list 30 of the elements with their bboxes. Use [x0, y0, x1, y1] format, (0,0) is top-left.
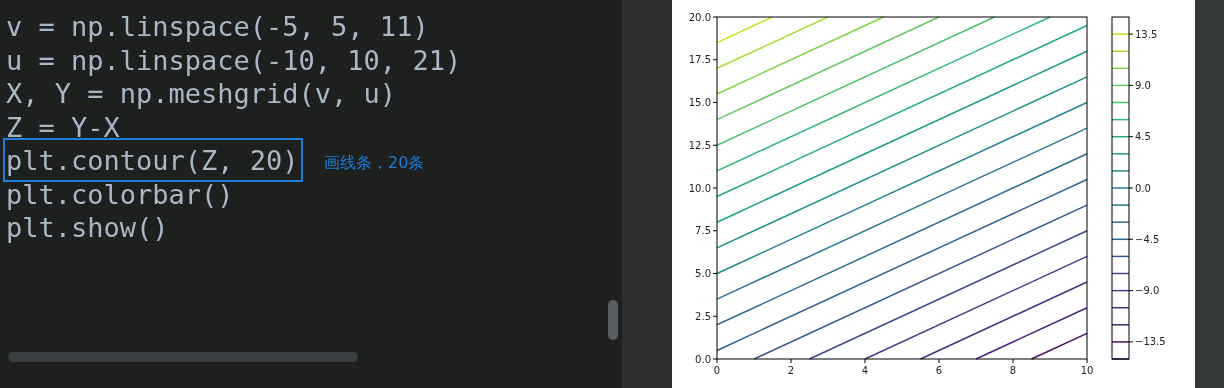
x-tick-label: 8 [1009, 365, 1017, 376]
text: 画线条，20条 [324, 153, 425, 172]
text: plt.colorbar() [6, 178, 234, 210]
x-tick-label: 2 [787, 365, 795, 376]
y-tick-label: 0.0 [695, 353, 711, 365]
y-tick-label: 7.5 [695, 225, 711, 237]
y-tick-label: 12.5 [688, 139, 711, 151]
x-tick-label: 0 [713, 365, 721, 376]
x-tick-label: 6 [935, 365, 943, 376]
color-bar-label: 9.0 [1135, 79, 1151, 91]
x-tick-label: 10 [1080, 365, 1094, 376]
text: X, Y = np.meshgrid(v, u) [6, 78, 397, 109]
y-tick-label: 15.0 [688, 97, 711, 108]
text: plt.contour(Z, 20) [6, 145, 299, 176]
color-bar-label: 0.0 [1135, 182, 1151, 194]
text: plt.show() [6, 212, 169, 243]
x-tick-label: 4 [861, 365, 869, 376]
color-bar-label: −13.5 [1135, 336, 1166, 348]
text: v = np.linspace(-5, 5, 11) [6, 11, 429, 42]
color-bar-label: −4.5 [1135, 233, 1160, 245]
color-bar-label: 4.5 [1135, 131, 1151, 143]
y-tick-label: 10.0 [688, 182, 711, 194]
y-tick-label: 5.0 [695, 268, 711, 279]
y-tick-label: 17.5 [688, 54, 711, 66]
color-bar-label: 13.5 [1135, 28, 1158, 40]
color-bar-label: −9.0 [1135, 285, 1160, 297]
y-tick-label: 2.5 [695, 310, 711, 322]
text: u = np.linspace(-10, 10, 21) [6, 44, 462, 76]
text: Z = Y-X [6, 111, 120, 143]
y-tick-label: 20.0 [688, 11, 711, 23]
